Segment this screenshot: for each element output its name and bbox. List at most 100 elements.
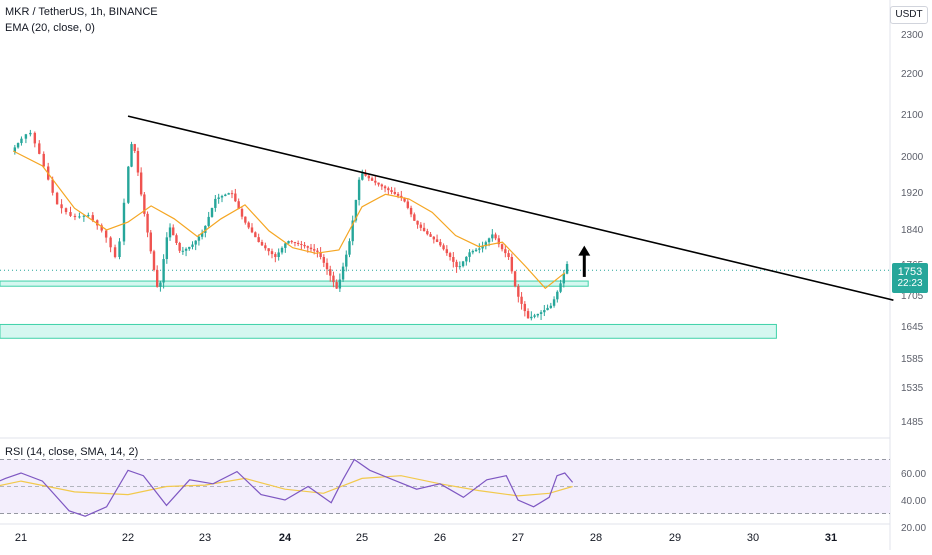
candle-body	[29, 132, 32, 135]
candle-body	[487, 238, 491, 243]
candle-body	[530, 316, 533, 319]
candle-body	[197, 236, 201, 241]
x-tick-label: 23	[199, 532, 211, 544]
candle-body	[280, 247, 284, 253]
candle-body	[100, 225, 103, 231]
candle-body	[361, 173, 364, 180]
candle-body	[260, 242, 264, 246]
candle-body	[517, 286, 520, 297]
candle-body	[556, 291, 559, 300]
candle-body	[329, 269, 332, 276]
candle-body	[69, 212, 72, 216]
candle-body	[400, 195, 403, 198]
candle-body	[345, 254, 348, 267]
descending-trendline	[127, 115, 894, 301]
candle-body	[510, 257, 514, 272]
x-tick-label: 21	[15, 532, 27, 544]
candle-body	[227, 193, 230, 195]
y-tick-label: 1535	[901, 383, 924, 394]
candle-body	[247, 222, 250, 228]
candle-body	[24, 134, 28, 139]
candle-body	[435, 239, 439, 242]
candle-body	[403, 197, 406, 202]
candle-body	[409, 207, 413, 215]
candle-body	[559, 283, 562, 292]
candle-body	[422, 227, 426, 232]
candle-body	[267, 248, 270, 252]
candle-body	[445, 249, 449, 254]
candle-body	[354, 199, 358, 221]
x-tick-label: 22	[122, 532, 134, 544]
candle-body	[335, 282, 338, 289]
candle-body	[458, 266, 462, 268]
candle-body	[533, 315, 536, 317]
candle-body	[64, 208, 68, 213]
candle-body	[122, 202, 126, 242]
candle-body	[364, 173, 367, 176]
candle-body	[539, 312, 543, 314]
candle-body	[274, 254, 277, 257]
last-price-badge: 1753 22:23	[892, 263, 928, 293]
candle-body	[133, 144, 136, 151]
y-tick-label: 2100	[901, 110, 924, 121]
y-tick-label: 1485	[901, 417, 924, 428]
candle-body	[432, 236, 436, 240]
candle-body	[390, 190, 393, 192]
candle-body	[426, 231, 429, 235]
y-tick-label: 2300	[901, 30, 924, 41]
candle-body	[210, 207, 214, 217]
candle-body	[234, 193, 237, 202]
y-tick-label: 1840	[901, 225, 924, 236]
candle-body	[207, 216, 210, 226]
candle-body	[224, 194, 227, 197]
candle-body	[244, 216, 247, 223]
rsi-legend[interactable]: RSI (14, close, SMA, 14, 2)	[5, 446, 139, 458]
candle-body	[552, 299, 556, 306]
candle-body	[143, 194, 146, 214]
candle-body	[96, 220, 99, 226]
candle-body	[520, 296, 523, 304]
x-tick-label: 29	[669, 532, 681, 544]
candle-body	[546, 307, 549, 311]
y-tick-label: 2200	[901, 69, 924, 80]
candle-body	[348, 241, 351, 255]
rsi-ma-line	[0, 475, 573, 497]
currency-badge[interactable]: USDT	[890, 6, 928, 24]
ema-legend[interactable]: EMA (20, close, 0)	[5, 22, 95, 34]
candle-body	[452, 257, 455, 262]
candle-body	[484, 242, 488, 247]
candle-body	[468, 252, 471, 257]
candle-body	[393, 192, 397, 194]
candle-body	[471, 251, 475, 253]
candle-body	[191, 244, 194, 247]
candle-body	[214, 198, 217, 208]
candle-body	[146, 213, 149, 233]
candle-body	[322, 257, 326, 263]
candle-body	[442, 245, 445, 250]
candle-body	[357, 179, 361, 200]
candle-body	[38, 143, 41, 154]
candle-body	[500, 244, 504, 250]
symbol-legend[interactable]: MKR / TetherUS, 1h, BINANCE	[5, 6, 158, 18]
candle-body	[303, 244, 306, 247]
candle-body	[82, 215, 86, 217]
candle-body	[204, 225, 207, 233]
x-tick-label: 25	[356, 532, 368, 544]
candle-body	[536, 313, 540, 316]
candle-body	[494, 234, 497, 239]
candle-body	[181, 250, 185, 252]
x-tick-label: 28	[590, 532, 602, 544]
candle-body	[549, 305, 553, 308]
candle-body	[16, 143, 20, 148]
candle-body	[113, 247, 117, 257]
candle-body	[118, 241, 121, 257]
ema-line	[12, 150, 566, 290]
candle-body	[290, 241, 293, 243]
candle-body	[165, 237, 169, 260]
candle-body	[461, 261, 465, 267]
candle-body	[465, 256, 468, 262]
candle-body	[284, 243, 287, 248]
candle-body	[380, 184, 384, 187]
